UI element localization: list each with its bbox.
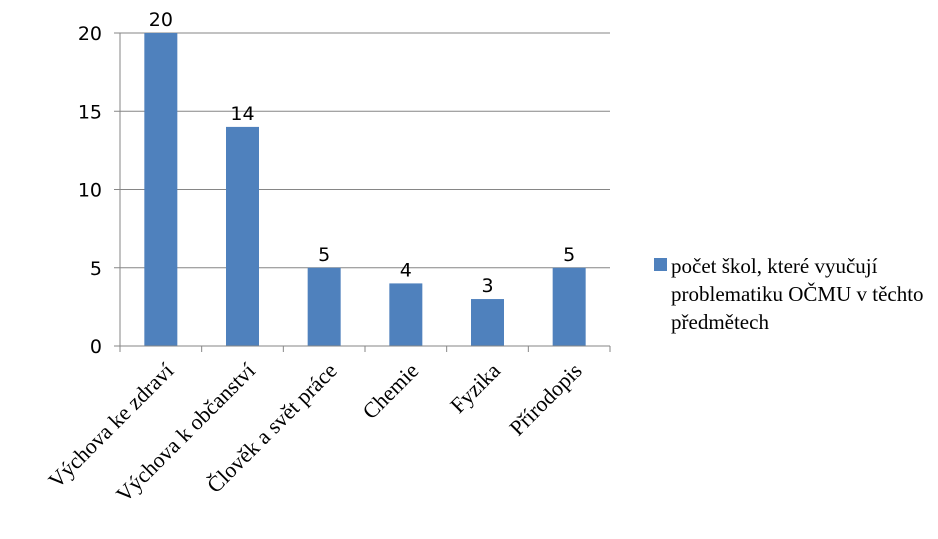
y-axis-ticks: 0 5 10 15 20 [78, 23, 120, 358]
x-tick-label: Chemie [357, 358, 423, 424]
bar [471, 299, 504, 346]
bar [552, 267, 586, 346]
bars [144, 33, 586, 347]
data-label: 3 [481, 275, 493, 297]
bar [307, 267, 341, 346]
x-tick-label: Fyzika [445, 358, 505, 418]
y-tick-label: 20 [78, 23, 102, 45]
data-label: 5 [318, 244, 330, 266]
legend-swatch [654, 258, 667, 271]
y-tick-label: 5 [90, 258, 102, 280]
bar [144, 33, 178, 346]
y-tick-label: 10 [78, 180, 102, 202]
x-tick-label: Výchova k občanství [111, 358, 260, 507]
y-tick-label: 15 [78, 101, 102, 123]
data-labels: 20 14 5 4 3 5 [149, 9, 575, 297]
data-label: 4 [400, 259, 412, 281]
y-tick-label: 0 [90, 336, 102, 358]
axes [119, 33, 611, 352]
legend: počet škol, které vyučují problematiku O… [654, 252, 938, 336]
gridlines [120, 32, 610, 269]
bar [389, 283, 423, 346]
bar [226, 126, 259, 347]
data-label: 20 [149, 9, 173, 31]
legend-label: počet škol, které vyučují problematiku O… [671, 254, 924, 334]
x-tick-label: Přírodopis [504, 358, 587, 441]
data-label: 14 [230, 103, 254, 125]
data-label: 5 [563, 244, 575, 266]
